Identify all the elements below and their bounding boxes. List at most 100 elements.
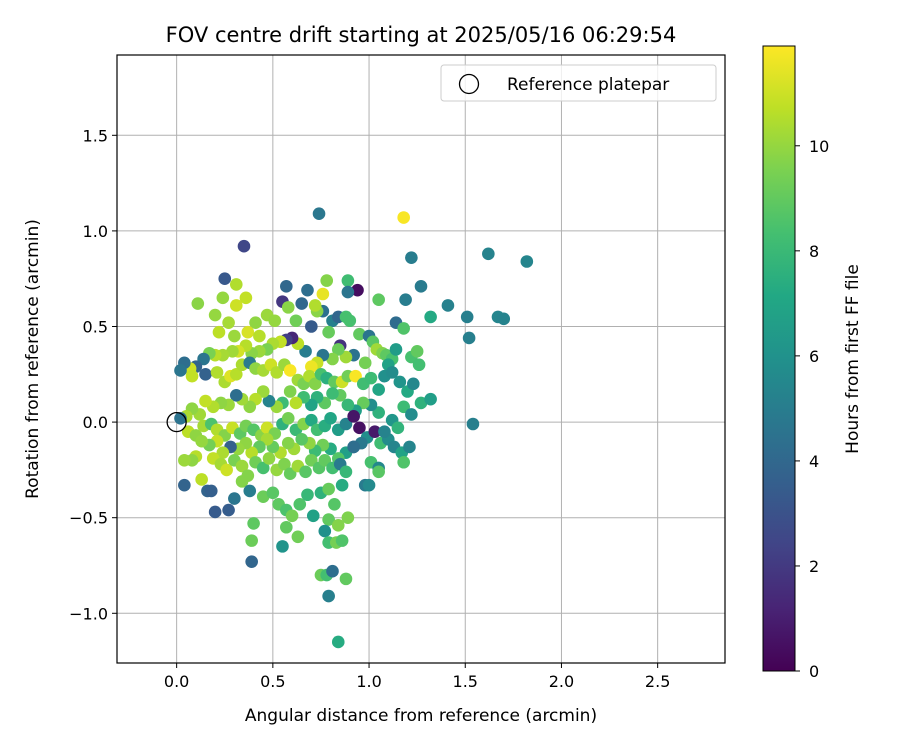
data-point	[339, 572, 353, 586]
grid	[117, 55, 725, 663]
data-point	[228, 329, 241, 343]
data-point	[280, 280, 293, 293]
data-point	[204, 484, 218, 498]
data-point	[222, 503, 235, 517]
x-tick-label: 0.0	[164, 672, 189, 691]
data-point	[328, 498, 341, 511]
data-point	[308, 299, 322, 312]
data-point	[285, 509, 299, 523]
colorbar-ticks: 0 2 4 6 8 10	[795, 137, 829, 681]
data-point	[299, 345, 312, 358]
scatter-points	[166, 207, 534, 649]
chart-title: FOV centre drift starting at 2025/05/16 …	[166, 23, 677, 47]
data-point	[308, 377, 322, 391]
data-point	[306, 509, 320, 523]
data-point	[210, 366, 224, 379]
data-point	[351, 283, 364, 297]
data-point	[322, 589, 335, 603]
data-point	[424, 392, 437, 406]
y-tick-label: 0.0	[83, 413, 108, 432]
colorbar-tick-label: 6	[809, 347, 819, 366]
data-point	[301, 488, 314, 502]
data-point	[441, 299, 455, 312]
data-point	[349, 369, 362, 383]
data-point	[199, 367, 212, 381]
data-point	[347, 410, 360, 423]
data-point	[195, 473, 208, 486]
data-point	[199, 394, 212, 408]
data-point	[245, 446, 258, 459]
data-point	[466, 417, 480, 431]
data-point	[256, 461, 270, 475]
data-point	[347, 440, 360, 454]
data-point	[322, 513, 335, 526]
data-point	[280, 520, 293, 534]
data-point	[316, 287, 330, 301]
data-point	[397, 400, 410, 414]
data-point	[341, 511, 355, 524]
data-point	[339, 417, 353, 431]
data-point	[266, 486, 280, 500]
data-point	[243, 484, 257, 498]
data-point	[295, 297, 309, 310]
data-point	[220, 463, 233, 477]
data-point	[174, 364, 187, 377]
data-point	[222, 316, 235, 329]
data-point	[216, 446, 230, 459]
data-point	[229, 367, 243, 381]
data-point	[358, 356, 372, 370]
plot-frame	[116, 54, 726, 664]
data-point	[364, 371, 378, 385]
data-point	[195, 434, 208, 448]
data-point	[256, 490, 270, 503]
data-point	[283, 467, 297, 481]
data-point	[228, 492, 241, 505]
legend-marker-icon	[458, 73, 480, 95]
data-point	[339, 350, 353, 364]
data-point	[239, 291, 253, 305]
colorbar: 0 2 4 6 8 10 Hours from first FF file	[762, 45, 863, 681]
data-point	[410, 345, 424, 358]
data-point	[397, 455, 410, 469]
data-point	[356, 396, 370, 410]
data-point	[262, 452, 276, 465]
x-tick-label: 2.0	[549, 672, 574, 691]
data-point	[305, 454, 318, 467]
data-point	[322, 325, 335, 339]
data-point	[482, 247, 495, 261]
data-point	[256, 385, 270, 398]
y-tick-label: 1.5	[83, 126, 108, 145]
data-point	[320, 274, 334, 287]
y-tick-label: 1.0	[83, 222, 108, 241]
data-point	[262, 394, 276, 408]
legend-box	[440, 64, 717, 102]
data-point	[178, 478, 191, 492]
data-point	[245, 555, 258, 568]
data-point	[235, 475, 249, 488]
data-point	[289, 314, 303, 328]
data-point	[378, 425, 391, 438]
x-axis-label: Angular distance from reference (arcmin)	[245, 706, 597, 726]
data-point	[389, 343, 403, 356]
data-point	[318, 524, 332, 538]
data-point	[326, 352, 339, 366]
data-point	[229, 299, 243, 312]
data-point	[397, 211, 410, 224]
colorbar-label: Hours from first FF file	[843, 264, 863, 454]
legend: Reference platepar	[440, 64, 717, 102]
data-point	[331, 519, 345, 532]
colorbar-tick-label: 2	[809, 557, 819, 576]
data-point	[229, 389, 243, 402]
data-point	[462, 331, 476, 345]
data-point	[245, 534, 258, 547]
x-axis-ticks: 0.0 0.5 1.0 1.5 2.0 2.5	[164, 663, 670, 691]
data-point	[520, 255, 534, 268]
data-point	[208, 308, 222, 322]
data-point	[208, 505, 222, 519]
data-point	[247, 517, 260, 530]
x-tick-label: 1.5	[453, 672, 478, 691]
data-point	[253, 329, 266, 343]
data-point	[291, 530, 305, 544]
reference-point-marker	[166, 411, 187, 433]
